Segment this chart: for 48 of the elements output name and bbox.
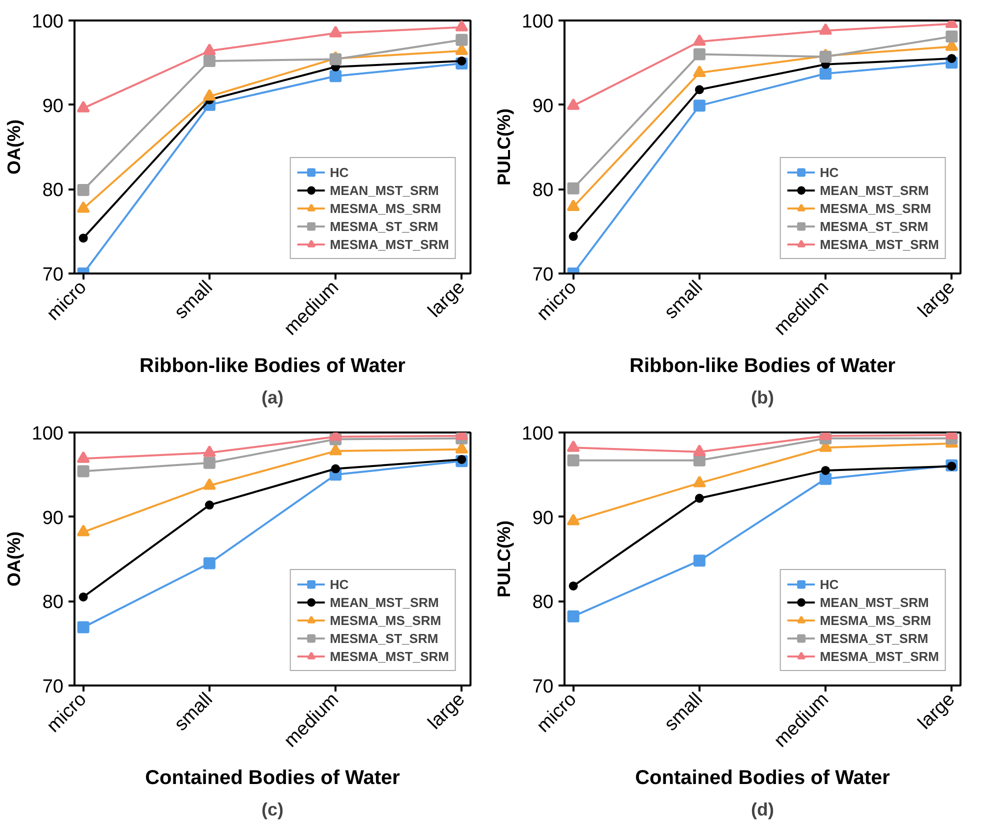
y-tick-label: 100 xyxy=(32,12,64,32)
y-tick-label: 80 xyxy=(532,180,554,202)
legend-label: MESMA_MST_SRM xyxy=(330,648,449,664)
y-tick-label: 100 xyxy=(32,424,64,444)
y-tick-label: 90 xyxy=(42,508,64,529)
legend-label: MESMA_MS_SRM xyxy=(330,612,442,628)
y-tick-label: 100 xyxy=(522,12,554,32)
y-tick-label: 80 xyxy=(532,592,554,614)
y-axis-title: PULC(%) xyxy=(494,108,514,186)
legend-label: MESMA_ST_SRM xyxy=(820,630,928,646)
y-tick-label: 80 xyxy=(42,180,64,202)
text: (a) xyxy=(262,388,284,408)
y-tick-label: 90 xyxy=(532,96,554,117)
text: (c) xyxy=(262,800,284,820)
y-tick-label: 90 xyxy=(532,508,554,529)
legend-label: MEAN_MST_SRM xyxy=(820,594,929,610)
legend-label: MESMA_ST_SRM xyxy=(330,218,438,234)
y-tick-label: 70 xyxy=(42,264,64,286)
legend-label: MESMA_MST_SRM xyxy=(330,236,449,252)
legend-label: MESMA_MS_SRM xyxy=(330,200,442,216)
legend-label: MESMA_MS_SRM xyxy=(820,612,932,628)
x-axis-title: Ribbon-like Bodies of Water xyxy=(140,355,406,378)
y-tick-label: 80 xyxy=(42,592,64,614)
x-axis-title: Contained Bodies of Water xyxy=(635,767,890,790)
x-axis-title: Contained Bodies of Water xyxy=(145,767,400,790)
legend-label: MEAN_MST_SRM xyxy=(820,182,929,198)
y-tick-label: 70 xyxy=(42,676,64,698)
legend-label: MESMA_MST_SRM xyxy=(820,648,939,664)
text: (d) xyxy=(751,800,774,820)
x-axis-title: Ribbon-like Bodies of Water xyxy=(630,355,896,378)
legend-label: MESMA_MST_SRM xyxy=(820,236,939,252)
legend-label: MESMA_ST_SRM xyxy=(820,218,928,234)
y-tick-label: 90 xyxy=(42,96,64,117)
y-axis-title: PULC(%) xyxy=(494,520,514,598)
legend-label: MESMA_ST_SRM xyxy=(330,630,438,646)
text: (b) xyxy=(751,388,774,408)
legend-label: HC xyxy=(330,576,350,592)
legend-label: HC xyxy=(330,164,350,180)
y-tick-label: 100 xyxy=(522,424,554,444)
legend-label: HC xyxy=(820,576,840,592)
legend-label: MEAN_MST_SRM xyxy=(330,594,439,610)
y-tick-label: 70 xyxy=(532,676,554,698)
legend-label: MESMA_MS_SRM xyxy=(820,200,932,216)
y-axis-title: OA(%) xyxy=(4,531,24,586)
legend-label: MEAN_MST_SRM xyxy=(330,182,439,198)
y-tick-label: 70 xyxy=(532,264,554,286)
y-axis-title: OA(%) xyxy=(4,119,24,174)
legend-label: HC xyxy=(820,164,840,180)
